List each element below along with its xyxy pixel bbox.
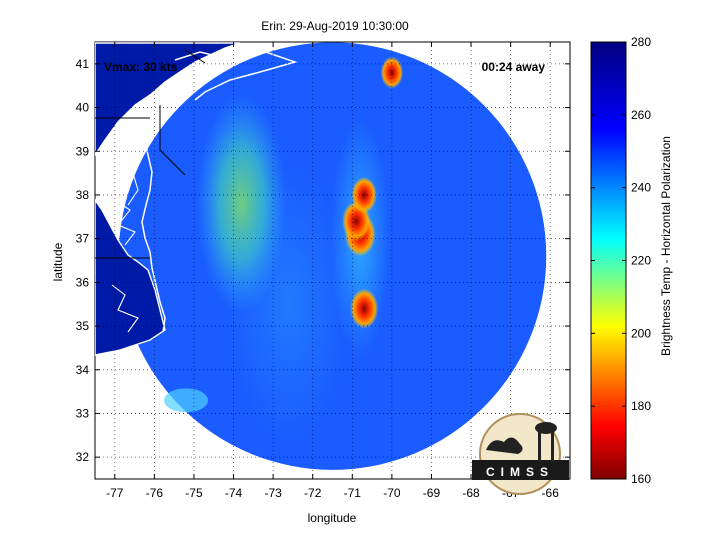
cimss-logo-text: CIMSS — [486, 465, 554, 479]
warm-feature-2 — [351, 176, 377, 213]
bay-lines — [107, 149, 141, 333]
x-tick-label: -77 — [106, 486, 124, 500]
x-tick-label: -70 — [383, 486, 401, 500]
colorbar-ticks: 160 180 200 220 240 260 280 — [591, 35, 651, 486]
x-tick-label: -72 — [304, 486, 322, 500]
colorbar-tick-label: 180 — [631, 399, 651, 413]
x-tick-label: -66 — [542, 486, 560, 500]
x-tick-label: -74 — [225, 486, 243, 500]
x-tick-label: -71 — [344, 486, 362, 500]
swath-texture — [164, 56, 404, 445]
x-tick-label: -76 — [146, 486, 164, 500]
y-tick-label: 41 — [76, 57, 90, 71]
colorbar-tick-label: 220 — [631, 254, 651, 268]
colorbar-label: Brightness Temp - Horizontal Polarizatio… — [659, 136, 673, 356]
warm-feature-3 — [350, 288, 379, 329]
coastline — [141, 42, 298, 333]
grid-lines — [95, 42, 570, 479]
y-tick-label: 35 — [76, 319, 90, 333]
y-axis: 32 33 34 35 36 37 38 39 40 41 — [76, 57, 570, 464]
colorbar-tick-label: 280 — [631, 35, 651, 49]
vmax-annotation: Vmax: 30 kts — [104, 60, 178, 74]
cimss-logo: CIMSS — [472, 413, 569, 495]
y-tick-label: 39 — [76, 144, 90, 158]
colorbar — [590, 41, 627, 480]
y-tick-label: 37 — [76, 232, 90, 246]
state-borders — [95, 49, 206, 259]
y-tick-label: 38 — [76, 188, 90, 202]
colorbar-tick-label: 160 — [631, 472, 651, 486]
colorbar-tick-label: 240 — [631, 181, 651, 195]
x-tick-label: -68 — [462, 486, 480, 500]
y-tick-label: 40 — [76, 101, 90, 115]
y-tick-label: 36 — [76, 275, 90, 289]
y-tick-label: 32 — [76, 450, 90, 464]
y-tick-label: 34 — [76, 363, 90, 377]
colorbar-tick-label: 260 — [631, 108, 651, 122]
x-tick-label: -75 — [185, 486, 203, 500]
warm-feature-4 — [380, 56, 404, 89]
colorbar-tick-label: 200 — [631, 326, 651, 340]
y-axis-label: latitude — [51, 242, 65, 281]
x-tick-label: -69 — [423, 486, 441, 500]
time-away-annotation: 00:24 away — [482, 60, 546, 74]
x-tick-label: -73 — [264, 486, 282, 500]
x-axis-label: longitude — [308, 511, 357, 525]
y-tick-label: 33 — [76, 406, 90, 420]
chart-title: Erin: 29-Aug-2019 10:30:00 — [261, 19, 409, 33]
